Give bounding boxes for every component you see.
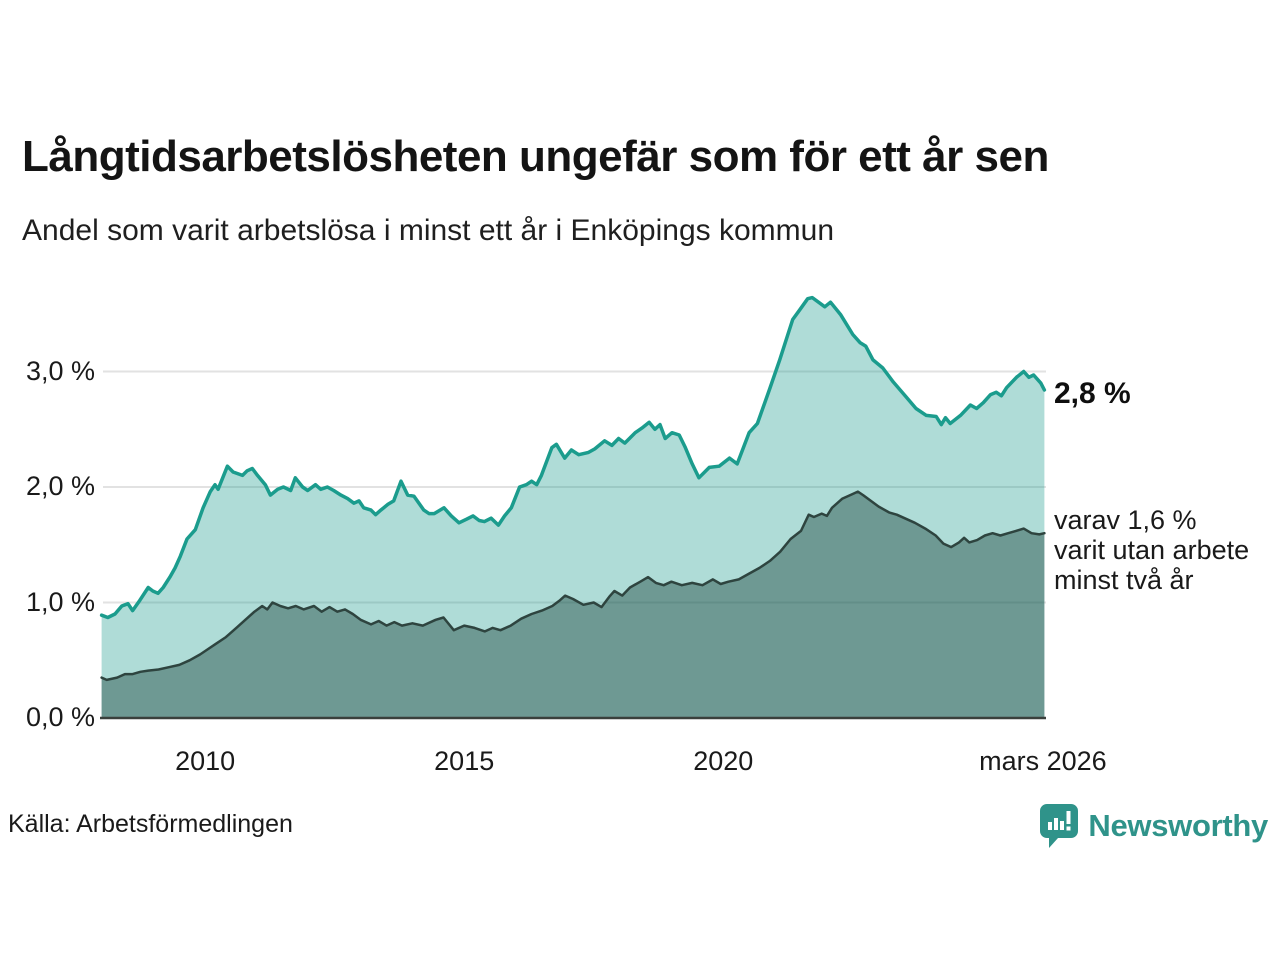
page-title: Långtidsarbetslösheten ungefär som för e…	[22, 132, 1049, 181]
x-tick-label: mars 2026	[979, 746, 1107, 776]
series2-end-note-line2: varit utan arbete	[1054, 535, 1250, 565]
series2-line	[100, 490, 1046, 682]
brand-name: Newsworthy	[1088, 808, 1268, 843]
series2-end-note-line3: minst två år	[1054, 565, 1194, 595]
y-tick-label: 0,0 %	[25, 702, 95, 732]
x-tick-label: 2010	[175, 746, 236, 776]
y-tick-label: 3,0 %	[25, 355, 95, 386]
x-tick-label: 2015	[434, 746, 495, 776]
y-tick-label: 2,0 %	[25, 471, 95, 501]
brand-logo: Newsworthy	[1039, 803, 1268, 849]
series1-line	[99, 295, 1047, 620]
series2-end-note: varav 1,6 % varit utan arbete minst två …	[1054, 505, 1249, 595]
series2-area	[101, 491, 1045, 718]
y-tick-label: 1,0 %	[25, 586, 95, 617]
series2-end-note-line1: varav 1,6 %	[1054, 505, 1197, 535]
x-tick-label: 2020	[693, 746, 754, 776]
newsworthy-bubble-icon	[1039, 803, 1079, 849]
series1-end-value-label: 2,8 %	[1054, 377, 1131, 410]
source-credit: Källa: Arbetsförmedlingen	[8, 810, 293, 838]
page-subtitle: Andel som varit arbetslösa i minst ett å…	[22, 214, 835, 247]
